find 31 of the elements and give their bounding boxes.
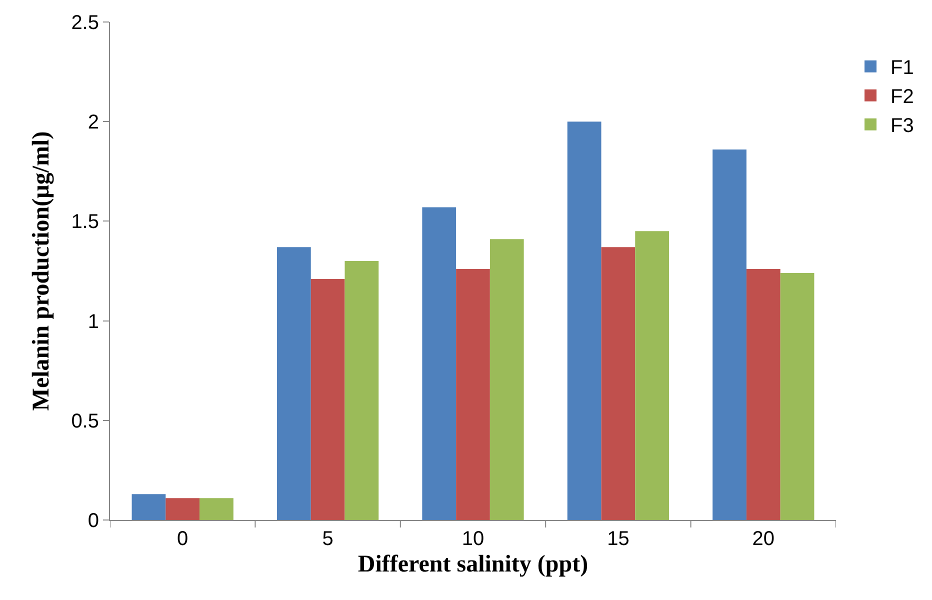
x-tick-label: 10 <box>462 528 484 550</box>
bar <box>166 498 200 520</box>
bar <box>310 278 345 520</box>
y-tick-label: 2.5 <box>71 12 99 34</box>
bar <box>746 269 780 520</box>
x-axis-title: Different salinity (ppt) <box>358 551 588 578</box>
bar <box>344 261 379 520</box>
x-tick-label: 0 <box>177 528 188 550</box>
bar <box>132 494 166 520</box>
legend-label: F3 <box>890 115 914 138</box>
bar <box>780 272 814 520</box>
x-tick-label: 5 <box>322 528 334 550</box>
bar <box>422 207 456 520</box>
y-axis-title: Melanin production(µg/ml) <box>28 131 54 411</box>
y-tick-label: 2 <box>88 112 99 134</box>
x-tick-label: 20 <box>752 528 775 550</box>
bar <box>601 247 636 520</box>
bar <box>567 122 602 520</box>
y-tick-label: 0 <box>88 510 99 532</box>
legend-label: F1 <box>890 57 914 80</box>
x-tick-label: 15 <box>607 528 630 550</box>
bar <box>276 247 311 520</box>
legend-label: F2 <box>890 86 914 108</box>
y-tick-label: 1 <box>88 310 99 333</box>
bar <box>712 149 746 520</box>
bar <box>200 498 234 520</box>
y-tick-label: 1.5 <box>71 211 99 234</box>
bar <box>635 231 670 520</box>
y-tick-label: 0.5 <box>71 410 99 432</box>
bar <box>490 239 524 520</box>
bar <box>456 269 490 520</box>
